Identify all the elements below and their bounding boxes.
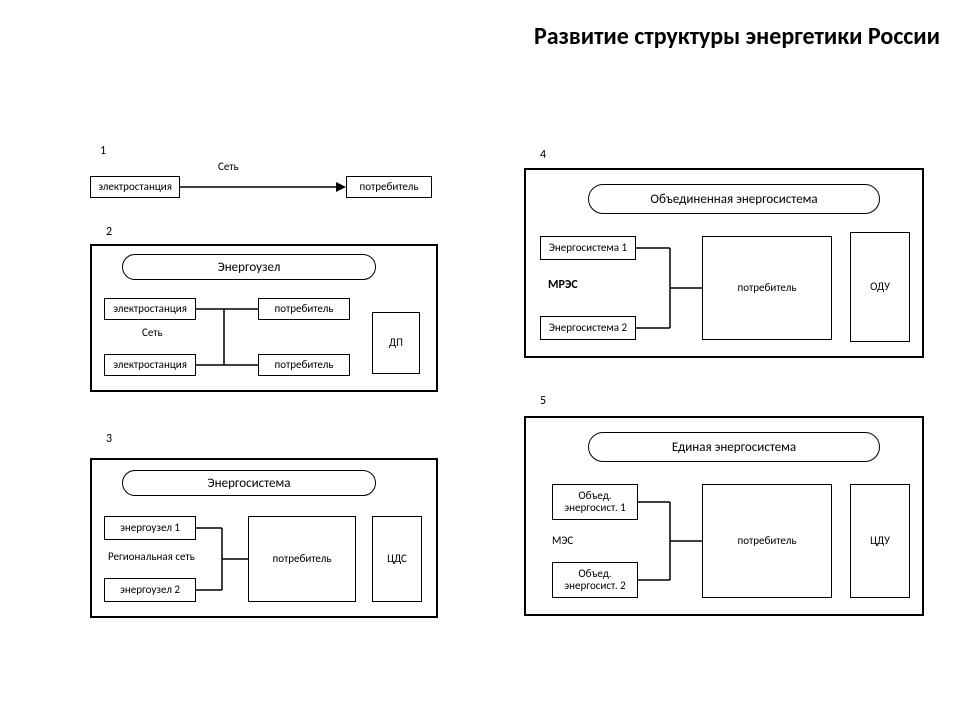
panel3-net-label: Региональная сеть <box>108 550 195 563</box>
panel3-cds: ЦДС <box>372 516 422 602</box>
panel2-consumer1: потребитель <box>258 298 350 320</box>
panel2-station1: электростанция <box>104 298 196 320</box>
panel3-node2: энергоузел 2 <box>104 578 196 602</box>
panel4-stadium: Объединенная энергосистема <box>588 184 880 214</box>
panel2-consumer2: потребитель <box>258 354 350 376</box>
panel3-node1: энергоузел 1 <box>104 516 196 540</box>
panel1-number: 1 <box>100 144 106 158</box>
panel4-mres: МРЭС <box>548 278 578 292</box>
panel5-cdu: ЦДУ <box>850 484 910 598</box>
panel2-station2: электростанция <box>104 354 196 376</box>
panel4-sys1: Энергосистема 1 <box>540 236 636 260</box>
panel4-consumer: потребитель <box>702 236 832 340</box>
panel1-station: электростанция <box>90 176 180 198</box>
panel1-consumer: потребитель <box>346 176 432 198</box>
panel2-stadium: Энергоузел <box>122 254 376 280</box>
panel3-stadium: Энергосистема <box>122 470 376 496</box>
panel3-consumer: потребитель <box>248 516 356 602</box>
panel4-number: 4 <box>540 148 546 162</box>
panel5-mes: МЭС <box>552 534 573 547</box>
panel5-u1: Объед. энергосист. 1 <box>552 484 638 520</box>
panel4-odu: ОДУ <box>850 232 910 342</box>
panel5-consumer: потребитель <box>702 484 832 598</box>
panel2-dp: ДП <box>372 312 420 374</box>
panel5-number: 5 <box>540 394 546 408</box>
panel5-u2: Объед. энергосист. 2 <box>552 562 638 598</box>
panel2-net-label: Сеть <box>142 326 163 339</box>
panel4-sys2: Энергосистема 2 <box>540 316 636 340</box>
panel3-number: 3 <box>106 432 112 446</box>
panel1-net-label: Сеть <box>218 160 239 173</box>
panel2-number: 2 <box>106 225 112 239</box>
page-title: Развитие структуры энергетики России <box>400 22 940 52</box>
panel5-stadium: Единая энергосистема <box>588 432 880 462</box>
